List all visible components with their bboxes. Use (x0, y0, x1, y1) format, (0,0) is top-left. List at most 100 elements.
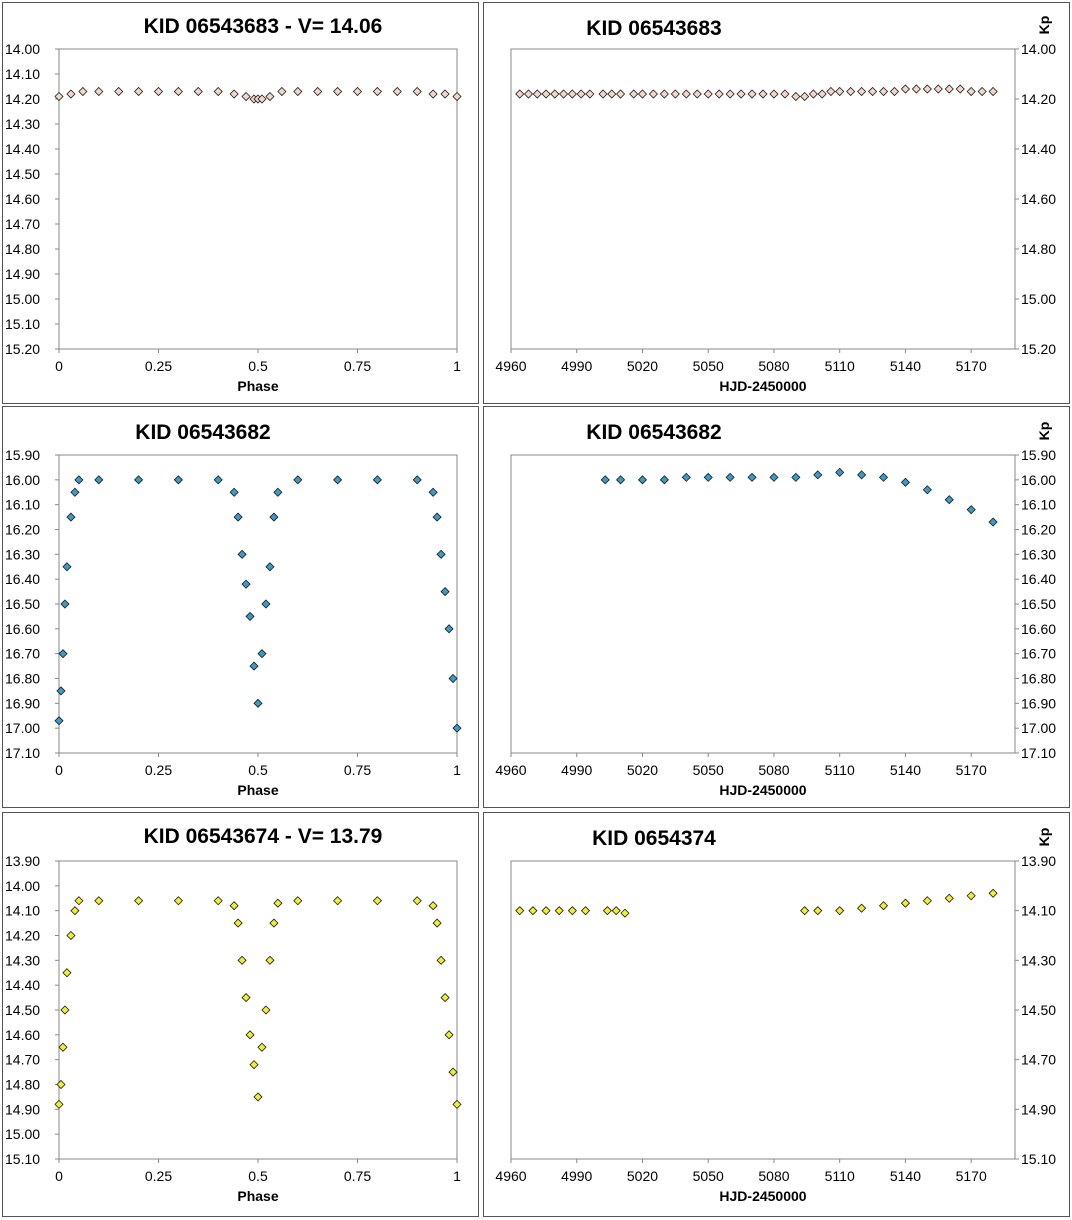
y-tick-label: 14.40 (5, 141, 40, 157)
data-point (193, 86, 203, 97)
data-point (257, 1042, 267, 1052)
x-tick-label: 5140 (890, 1168, 921, 1184)
x-tick-label: 4960 (495, 358, 526, 374)
data-point (857, 903, 867, 913)
y-tick-label: 16.00 (1021, 472, 1056, 488)
y-tick-label: 16.00 (5, 472, 40, 488)
data-point (769, 89, 779, 99)
data-point (257, 94, 267, 104)
data-point (237, 549, 247, 559)
data-point (440, 587, 450, 597)
data-point (56, 686, 66, 696)
chart-svg-4: KID 06543674 - V= 13.79 13.90 14.00 14.10 14… (5, 825, 462, 1204)
data-point (428, 901, 438, 911)
data-point (835, 467, 845, 477)
data-point (213, 86, 223, 97)
x-tick-label: 0.25 (145, 1168, 172, 1184)
data-point (615, 89, 626, 99)
data-point (74, 896, 84, 906)
data-point (261, 599, 271, 609)
x-tick-label: 5140 (890, 358, 921, 374)
data-point (134, 475, 144, 485)
y-tick-label: 14.60 (1021, 191, 1056, 207)
data-point (60, 1005, 70, 1015)
data-point (78, 86, 88, 97)
chart-svg-5: KID 0654374 13.90 14.10 14.30 14.50 14.70 14.9… (495, 827, 1056, 1204)
data-point (66, 512, 76, 522)
data-point (835, 86, 845, 97)
data-point (62, 562, 72, 572)
data-point (598, 89, 608, 99)
chart-svg-1: KID 06543683 14.00 14.20 14.40 14.60 14.80 15.… (495, 16, 1056, 394)
data-point (900, 898, 911, 908)
y-tick-label: 14.50 (5, 166, 40, 182)
y-tick-label: 17.10 (5, 745, 40, 761)
data-point (637, 475, 648, 485)
data-point (659, 89, 669, 99)
data-point (432, 512, 442, 522)
data-point (703, 89, 713, 99)
data-point (826, 86, 836, 97)
y-tick-label: 14.70 (1021, 1052, 1056, 1068)
data-point (412, 896, 422, 906)
data-point (747, 89, 757, 99)
data-point (576, 89, 586, 99)
data-point (922, 896, 932, 906)
y-tick-label: 16.10 (1021, 497, 1056, 513)
data-point (70, 906, 80, 916)
data-point (241, 91, 251, 102)
data-point (725, 89, 735, 99)
y-tick-label: 15.90 (1021, 447, 1056, 463)
data-point (966, 891, 976, 901)
x-tick-label: 5020 (627, 358, 658, 374)
data-point (988, 517, 998, 527)
data-point (229, 487, 239, 497)
data-point (541, 89, 551, 99)
y-tick-label: 16.90 (1021, 695, 1056, 711)
data-point (857, 86, 867, 97)
x-tick-label: 5050 (693, 358, 724, 374)
data-point (70, 487, 80, 497)
y-tick-label: 14.40 (5, 977, 40, 993)
y-tick-label: 16.80 (5, 671, 40, 687)
y-tick-label: 14.10 (5, 66, 40, 82)
x-tick-label: 4960 (495, 1168, 526, 1184)
data-point (808, 89, 818, 99)
x-tick-label: 0.75 (344, 358, 371, 374)
data-point (813, 906, 823, 916)
x-tick-label: 5170 (956, 1168, 987, 1184)
y-tick-label: 14.90 (1021, 1101, 1056, 1117)
y-tick-label: 16.50 (1021, 596, 1056, 612)
chart-svg-3: KID 06543682 15.90 16.00 16.10 16.20 16.30 16.… (495, 421, 1056, 798)
chart-title: KID 0654374 (592, 827, 716, 850)
data-point (94, 896, 104, 906)
y-tick-label: 14.40 (1021, 141, 1056, 157)
data-point (74, 475, 84, 485)
x-axis-label: Phase (237, 378, 278, 394)
data-point (780, 89, 790, 99)
data-point (607, 89, 617, 99)
x-axis-label: Phase (237, 1188, 278, 1204)
y-tick-label: 14.50 (1021, 1002, 1056, 1018)
data-point (878, 472, 889, 482)
y-axis-label: Kp (1036, 16, 1052, 35)
series-markers (515, 888, 998, 918)
data-point (648, 89, 659, 99)
data-point (567, 89, 577, 99)
data-point (237, 955, 247, 965)
data-point (293, 475, 303, 485)
y-tick-label: 14.80 (1021, 241, 1056, 257)
y-tick-label: 16.70 (5, 646, 40, 662)
y-tick-label: 14.20 (1021, 91, 1056, 107)
data-point (600, 475, 610, 485)
data-point (440, 89, 450, 99)
data-point (637, 89, 648, 99)
y-tick-label: 16.40 (1021, 571, 1056, 587)
x-tick-label: 5020 (627, 1168, 658, 1184)
data-point (114, 86, 124, 97)
chart-panel-mid-left: KID 06543682 15.90 16.00 16.10 16.20 16.30 16.… (2, 406, 479, 808)
y-tick-label: 14.30 (5, 952, 40, 968)
data-point (611, 906, 621, 916)
data-point (889, 86, 900, 97)
x-tick-label: 0.5 (248, 762, 268, 778)
